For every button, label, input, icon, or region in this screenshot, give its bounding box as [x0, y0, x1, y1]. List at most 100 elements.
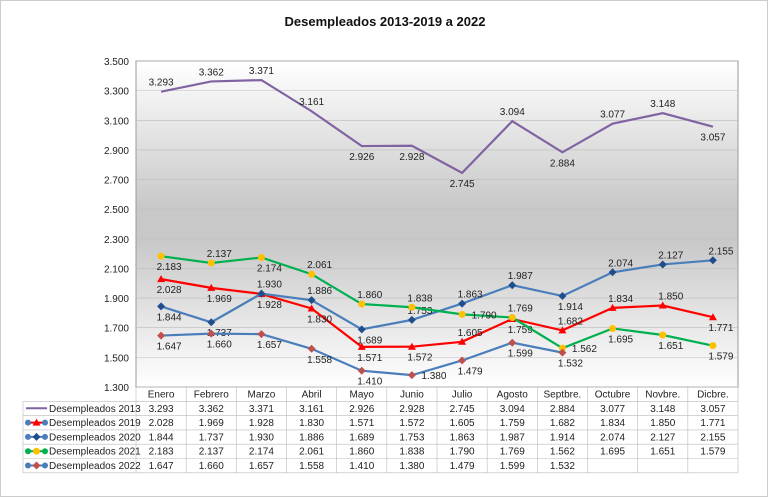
data-point [608, 268, 617, 277]
data-label: 2.745 [450, 179, 475, 190]
y-tick-label: 2.500 [104, 205, 129, 216]
table-cell: 2.928 [399, 404, 424, 415]
legend-series-name: Desempleados 2021 [49, 447, 141, 458]
table-cell: 1.651 [650, 447, 675, 458]
data-point [508, 281, 517, 290]
data-point [207, 259, 215, 267]
legend-marker [25, 433, 31, 440]
data-label: 1.928 [257, 300, 282, 311]
data-label: 2.137 [207, 249, 232, 260]
table-cell: 1.928 [249, 418, 274, 429]
legend-series-name: Desempleados 2022 [49, 461, 141, 472]
data-label: 1.599 [508, 349, 533, 360]
data-label: 1.930 [257, 280, 282, 291]
table-cell: 3.362 [199, 404, 224, 415]
table-cell: 1.605 [450, 418, 475, 429]
data-point [257, 330, 266, 339]
y-tick-label: 3.300 [104, 87, 129, 98]
data-label: 1.605 [458, 328, 483, 339]
data-label: 1.532 [558, 359, 583, 370]
table-cell: 3.057 [700, 404, 725, 415]
table-cell: 2.926 [349, 404, 374, 415]
data-point [708, 256, 717, 265]
data-label: 1.844 [157, 312, 182, 323]
data-label: 2.074 [608, 258, 633, 269]
category-label: Agosto [497, 390, 529, 401]
y-tick-label: 1.900 [104, 294, 129, 305]
table-cell: 1.558 [299, 461, 324, 472]
data-label: 1.571 [357, 353, 382, 364]
table-cell: 1.838 [399, 447, 424, 458]
data-point [608, 303, 617, 311]
data-label: 1.759 [508, 325, 533, 336]
table-cell: 1.380 [399, 461, 424, 472]
data-label: 1.769 [508, 304, 533, 315]
table-cell: 1.914 [550, 432, 575, 443]
data-label: 1.562 [572, 344, 597, 355]
table-cell: 2.884 [550, 404, 575, 415]
data-label: 1.771 [708, 323, 733, 334]
data-point [558, 344, 566, 352]
table-cell: 1.572 [399, 418, 424, 429]
table-cell: 3.161 [299, 404, 324, 415]
data-point [207, 283, 216, 291]
table-cell: 1.790 [450, 447, 475, 458]
data-point [257, 253, 265, 261]
data-label: 1.969 [207, 294, 232, 305]
legend-series-name: Desempleados 2020 [49, 432, 141, 443]
table-cell: 1.863 [450, 432, 475, 443]
data-label: 1.838 [407, 293, 432, 304]
data-point [508, 314, 516, 322]
table-cell: 1.886 [299, 432, 324, 443]
table-cell: 2.137 [199, 447, 224, 458]
category-label: Febrero [194, 390, 229, 401]
table-cell: 1.695 [600, 447, 625, 458]
data-label: 2.155 [708, 246, 733, 257]
table-cell: 2.183 [149, 447, 174, 458]
legend-marker [42, 433, 48, 440]
data-point [257, 289, 266, 298]
category-label: Abril [302, 390, 322, 401]
table-cell: 2.074 [600, 432, 625, 443]
data-point [408, 303, 416, 311]
data-point [157, 302, 166, 311]
series-line [160, 278, 714, 348]
legend-marker [25, 462, 31, 469]
data-point [308, 270, 316, 278]
table-cell: 3.148 [650, 404, 675, 415]
data-label: 1.863 [458, 290, 483, 301]
data-label: 1.790 [472, 310, 497, 321]
data-label: 3.094 [500, 107, 525, 118]
data-label: 1.579 [708, 352, 733, 363]
category-label: Mayo [350, 390, 375, 401]
data-point [508, 338, 517, 347]
data-point [708, 313, 717, 321]
data-label: 2.127 [658, 250, 683, 261]
data-label: 3.057 [700, 133, 725, 144]
data-point [157, 331, 166, 340]
table-cell: 1.532 [550, 461, 575, 472]
legend-marker [42, 448, 48, 455]
data-label: 1.886 [307, 286, 332, 297]
data-point [658, 301, 667, 309]
table-cell: 1.987 [500, 432, 525, 443]
data-point [357, 342, 366, 350]
data-point [407, 371, 416, 380]
data-point [609, 324, 617, 332]
data-point [558, 292, 567, 301]
data-label: 3.161 [299, 97, 324, 108]
data-label: 3.371 [249, 66, 274, 77]
data-label: 1.689 [357, 335, 382, 346]
legend-marker [25, 448, 31, 455]
data-label: 1.834 [608, 294, 633, 305]
table-cell: 1.771 [700, 418, 725, 429]
y-tick-label: 2.900 [104, 146, 129, 157]
table-cell: 2.174 [249, 447, 274, 458]
table-cell: 1.769 [500, 447, 525, 458]
data-point [407, 315, 416, 324]
data-label: 2.028 [157, 285, 182, 296]
table-cell: 1.759 [500, 418, 525, 429]
table-cell: 1.410 [349, 461, 374, 472]
y-tick-label: 1.300 [104, 383, 129, 394]
table-cell: 1.571 [349, 418, 374, 429]
